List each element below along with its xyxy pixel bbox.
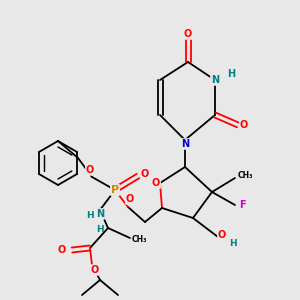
Text: CH₃: CH₃: [238, 172, 254, 181]
Text: O: O: [58, 245, 66, 255]
Text: N: N: [181, 139, 189, 149]
Text: P: P: [111, 185, 119, 195]
Text: H: H: [227, 69, 235, 79]
Text: CH₃: CH₃: [132, 236, 148, 244]
Text: O: O: [126, 194, 134, 204]
Text: O: O: [141, 169, 149, 179]
Text: N: N: [211, 75, 219, 85]
Text: O: O: [218, 230, 226, 240]
Text: H: H: [229, 238, 237, 247]
Text: N: N: [96, 209, 104, 219]
Text: F: F: [239, 200, 245, 210]
Text: O: O: [184, 29, 192, 39]
Text: H: H: [86, 212, 94, 220]
Text: H: H: [96, 226, 104, 235]
Text: O: O: [91, 265, 99, 275]
Text: O: O: [152, 178, 160, 188]
Text: O: O: [240, 120, 248, 130]
Text: O: O: [86, 165, 94, 175]
